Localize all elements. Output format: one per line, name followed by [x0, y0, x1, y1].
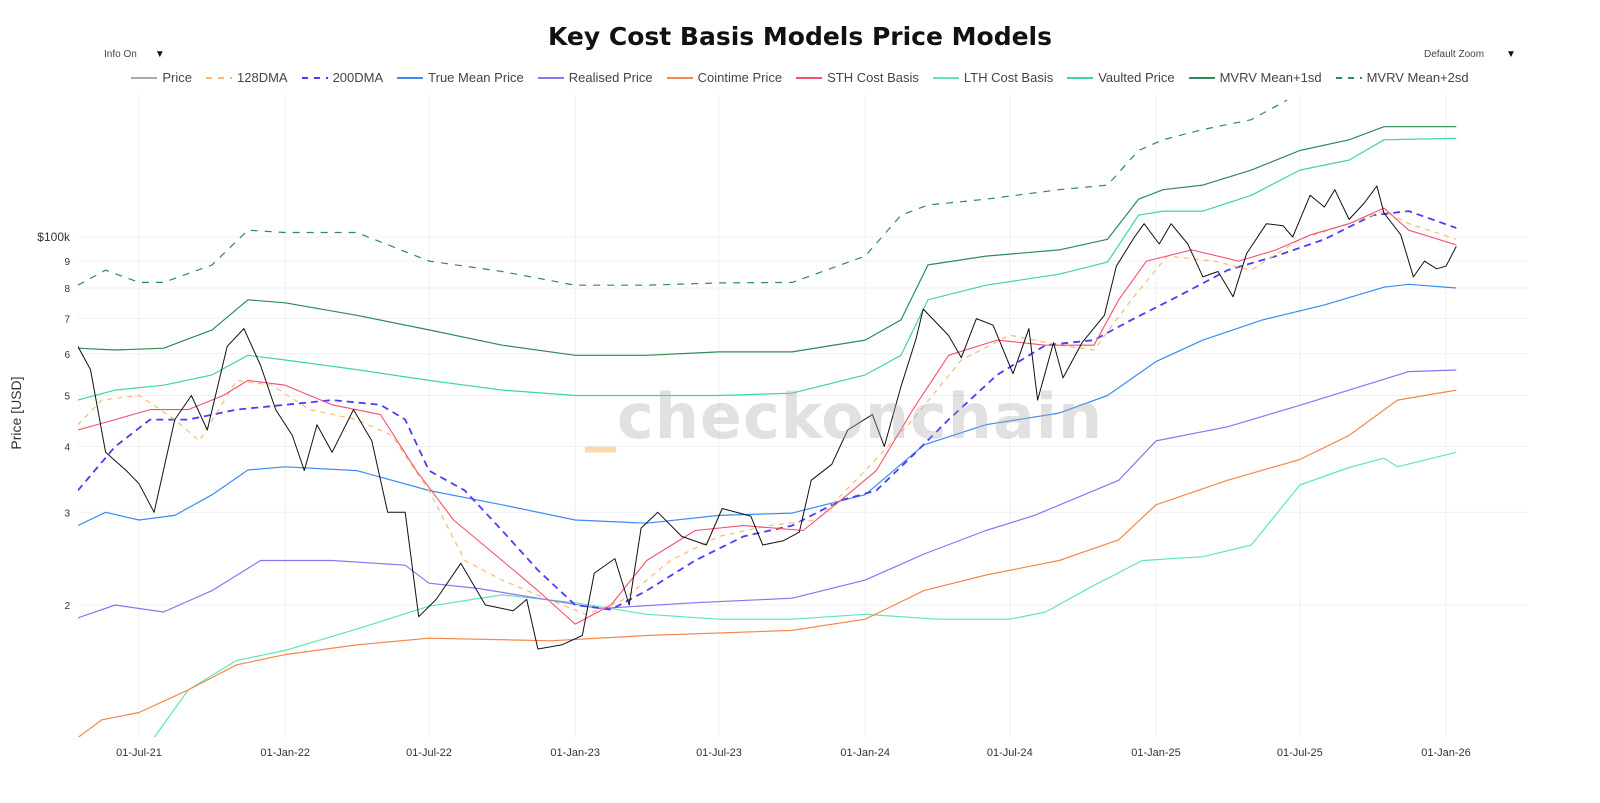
info-dropdown[interactable]: Info On ▼ — [104, 42, 174, 66]
series-line-true-mean-price — [78, 283, 1457, 527]
series-line-cointime-price — [78, 389, 1457, 737]
zoom-dropdown-label: Default Zoom — [1424, 48, 1485, 60]
legend-line-icon — [1067, 76, 1094, 79]
x-tick-label: 01-Jul-25 — [1277, 747, 1323, 759]
series-line-price — [78, 185, 1457, 650]
x-axis: 01-Jul-21 01-Jan-22 01-Jul-22 01-Jan-23 01-J… — [116, 747, 1471, 759]
x-tick-label: 01-Jul-23 — [696, 747, 742, 759]
y-tick-label: 4 — [64, 443, 70, 454]
x-tick-label: 01-Jan-22 — [260, 747, 310, 759]
legend-label: Cointime Price — [697, 70, 783, 85]
y-tick-label: 5 — [64, 391, 70, 402]
legend-item-128dma[interactable]: 128DMA — [206, 70, 288, 85]
legend-line-icon — [1188, 76, 1215, 79]
legend-label: MVRV Mean+2sd — [1366, 70, 1469, 85]
legend-label: Price — [162, 70, 192, 85]
legend-label: True Mean Price — [428, 70, 524, 85]
watermark-logo: _checkonchain — [585, 380, 1104, 453]
y-tick-label: 6 — [64, 350, 70, 361]
grid — [78, 95, 1528, 737]
legend-label: MVRV Mean+1sd — [1219, 70, 1322, 85]
info-dropdown-label: Info On — [104, 48, 137, 60]
legend-item-vaulted-price[interactable]: Vaulted Price — [1067, 70, 1175, 85]
legend-label: STH Cost Basis — [827, 70, 919, 85]
chart-title: Key Cost Basis Models Price Models — [547, 22, 1053, 51]
legend-label: LTH Cost Basis — [963, 70, 1054, 85]
chevron-down-icon: ▼ — [154, 48, 165, 60]
y-tick-label: 9 — [64, 257, 70, 268]
series-line-200dma — [78, 210, 1457, 611]
legend-item-mvrv-mean-2sd[interactable]: MVRV Mean+2sd — [1335, 70, 1469, 85]
legend-item-200dma[interactable]: 200DMA — [301, 70, 384, 85]
legend-item-sth-cost-basis[interactable]: STH Cost Basis — [796, 70, 919, 85]
legend-line-icon — [666, 76, 693, 79]
legend-label: Vaulted Price — [1098, 70, 1175, 85]
legend-line-icon — [796, 76, 823, 79]
chevron-down-icon: ▼ — [1506, 48, 1516, 60]
legend-item-price[interactable]: Price — [131, 70, 192, 85]
legend-line-icon — [301, 76, 328, 79]
x-tick-label: 01-Jan-24 — [840, 747, 890, 759]
legend-line-icon — [932, 76, 959, 79]
legend-item-realised-price[interactable]: Realised Price — [537, 70, 653, 85]
series-line-lth-cost-basis — [153, 451, 1457, 737]
legend-label: Realised Price — [568, 70, 653, 85]
y-tick-label: $100k — [37, 230, 71, 244]
legend-label: 128DMA — [237, 70, 288, 85]
series-line-realised-price — [78, 369, 1457, 619]
legend-item-mvrv-mean-1sd[interactable]: MVRV Mean+1sd — [1188, 70, 1322, 85]
legend: Price 128DMA 200DMA True Mean Price Realised… — [0, 70, 1600, 85]
series-line-mvrv-mean-1sd — [78, 126, 1457, 356]
y-tick-label: 3 — [64, 508, 70, 519]
y-tick-label: 2 — [64, 601, 70, 612]
legend-label: 200DMA — [332, 70, 384, 85]
y-tick-label: 8 — [64, 284, 70, 295]
series-line-mvrv-mean-2sd — [78, 99, 1288, 286]
legend-line-icon — [206, 76, 232, 79]
zoom-dropdown[interactable]: Default Zoom ▼ — [1424, 42, 1524, 66]
x-tick-label: 01-Jan-26 — [1421, 747, 1471, 759]
legend-line-icon — [1335, 76, 1362, 79]
y-tick-label: 7 — [64, 315, 70, 326]
legend-line-icon — [131, 76, 158, 79]
legend-line-icon — [537, 76, 564, 79]
x-tick-label: 01-Jan-23 — [550, 747, 600, 759]
series-line-vaulted-price — [78, 137, 1457, 401]
x-tick-label: 01-Jan-25 — [1131, 747, 1181, 759]
legend-item-true-mean-price[interactable]: True Mean Price — [397, 70, 524, 85]
series-lines — [78, 99, 1457, 737]
series-line-128dma — [78, 210, 1457, 615]
y-axis-title: Price [USD] — [8, 376, 24, 450]
x-tick-label: 01-Jul-24 — [987, 747, 1033, 759]
legend-item-cointime-price[interactable]: Cointime Price — [666, 70, 783, 85]
legend-item-lth-cost-basis[interactable]: LTH Cost Basis — [932, 70, 1054, 85]
x-tick-label: 01-Jul-21 — [116, 747, 162, 759]
y-axis: $100k 9 8 7 6 5 4 3 2 — [37, 230, 71, 612]
legend-line-icon — [397, 76, 424, 79]
x-tick-label: 01-Jul-22 — [406, 747, 452, 759]
